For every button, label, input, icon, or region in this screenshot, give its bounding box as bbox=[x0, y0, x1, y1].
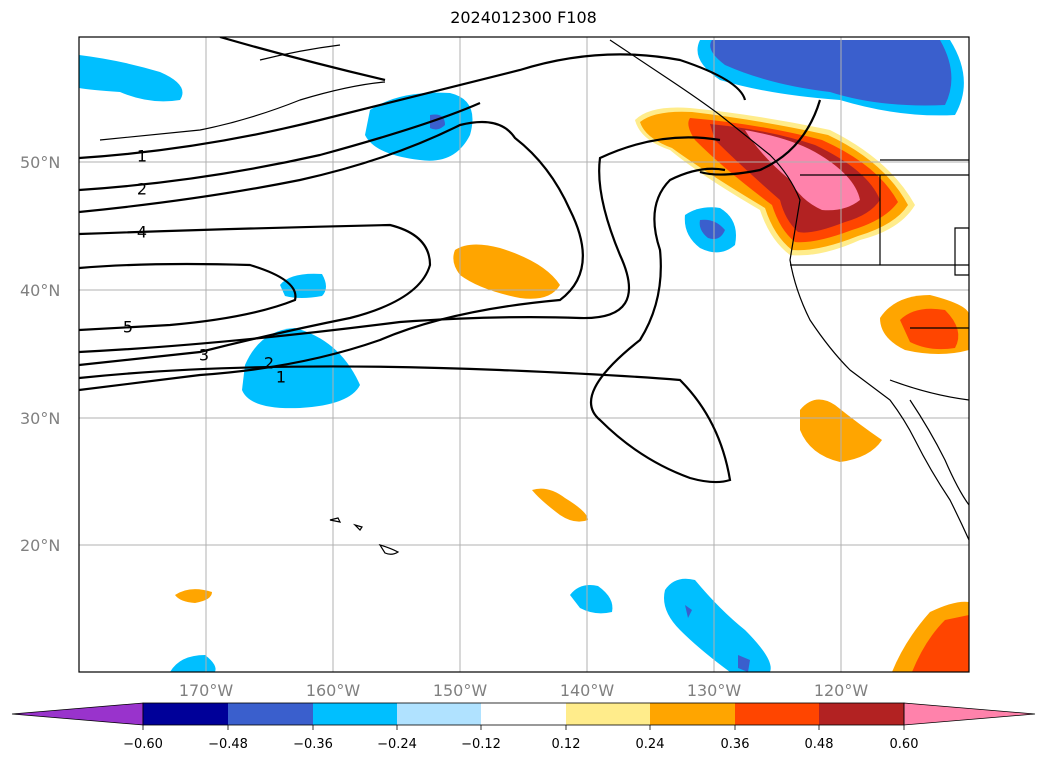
map-title: 2024012300 F108 bbox=[450, 8, 597, 27]
lon-label: 170°W bbox=[179, 681, 234, 700]
colorbar-segment bbox=[481, 703, 566, 725]
colorbar-segment bbox=[735, 703, 819, 725]
colorbar-segment bbox=[819, 703, 904, 725]
positive-anomaly-hawaii-ne bbox=[532, 488, 588, 522]
negative-anomaly-south2 bbox=[664, 578, 771, 672]
colorbar-tick-label: 0.12 bbox=[552, 737, 581, 752]
map-frame bbox=[78, 36, 970, 673]
lon-label: 120°W bbox=[814, 681, 869, 700]
positive-anomaly-central bbox=[453, 244, 560, 299]
negative-anomaly-top-right bbox=[697, 40, 964, 116]
colorbar-tick-label: 0.48 bbox=[805, 737, 834, 752]
shaded-fields bbox=[79, 40, 969, 672]
positive-anomaly-bottom-right bbox=[892, 601, 969, 672]
negative-anomaly-mid bbox=[280, 273, 326, 298]
lat-label: 30°N bbox=[20, 409, 60, 428]
positive-anomaly-small bbox=[175, 589, 212, 603]
colorbar-segment bbox=[650, 703, 735, 725]
negative-anomaly-bottom-left bbox=[170, 655, 216, 672]
lon-label: 140°W bbox=[560, 681, 615, 700]
contour-label: 1 bbox=[137, 147, 147, 166]
colorbar-segment bbox=[397, 703, 481, 725]
colorbar-tick-label: −0.48 bbox=[208, 737, 248, 752]
colorbar-tick-label: −0.60 bbox=[123, 737, 163, 752]
negative-anomaly-top-left bbox=[79, 55, 183, 102]
contour-label: 3 bbox=[199, 346, 209, 365]
colorbar-tick-label: −0.12 bbox=[461, 737, 501, 752]
negative-anomaly-south1 bbox=[570, 585, 613, 614]
negative-anomaly-subtropic bbox=[242, 328, 360, 409]
lon-label: 150°W bbox=[433, 681, 488, 700]
contour-label: 4 bbox=[137, 223, 147, 242]
colorbar-tick-label: 0.60 bbox=[890, 737, 919, 752]
contour-label: 5 bbox=[123, 318, 133, 337]
colorbar-segment bbox=[228, 703, 313, 725]
lat-label: 40°N bbox=[20, 281, 60, 300]
colorbar-tick-label: 0.24 bbox=[636, 737, 665, 752]
lat-label: 50°N bbox=[20, 153, 60, 172]
colorbar: −0.60 −0.48 −0.36 −0.24 −0.12 0.12 0.24 … bbox=[11, 702, 1036, 752]
lat-label: 20°N bbox=[20, 536, 60, 555]
positive-anomaly-inland bbox=[880, 295, 969, 354]
colorbar-segment bbox=[143, 703, 228, 725]
lon-label: 130°W bbox=[687, 681, 742, 700]
coastlines bbox=[99, 39, 969, 555]
contour-label: 1 bbox=[276, 368, 286, 387]
colorbar-segment bbox=[566, 703, 650, 725]
contour-label: 2 bbox=[137, 180, 147, 199]
colorbar-tick-label: −0.24 bbox=[377, 737, 417, 752]
contour-label: 2 bbox=[264, 354, 274, 373]
colorbar-extend-right bbox=[903, 702, 1036, 726]
contour-label-group: 1 2 4 5 3 2 1 bbox=[123, 147, 286, 387]
colorbar-tick-label: −0.36 bbox=[293, 737, 333, 752]
colorbar-segment bbox=[313, 703, 397, 725]
colorbar-tick-label: 0.36 bbox=[721, 737, 750, 752]
negative-anomaly-offshore bbox=[684, 207, 736, 253]
colorbar-extend-left bbox=[11, 702, 144, 726]
lon-label: 160°W bbox=[306, 681, 361, 700]
contour-lines bbox=[79, 37, 822, 484]
